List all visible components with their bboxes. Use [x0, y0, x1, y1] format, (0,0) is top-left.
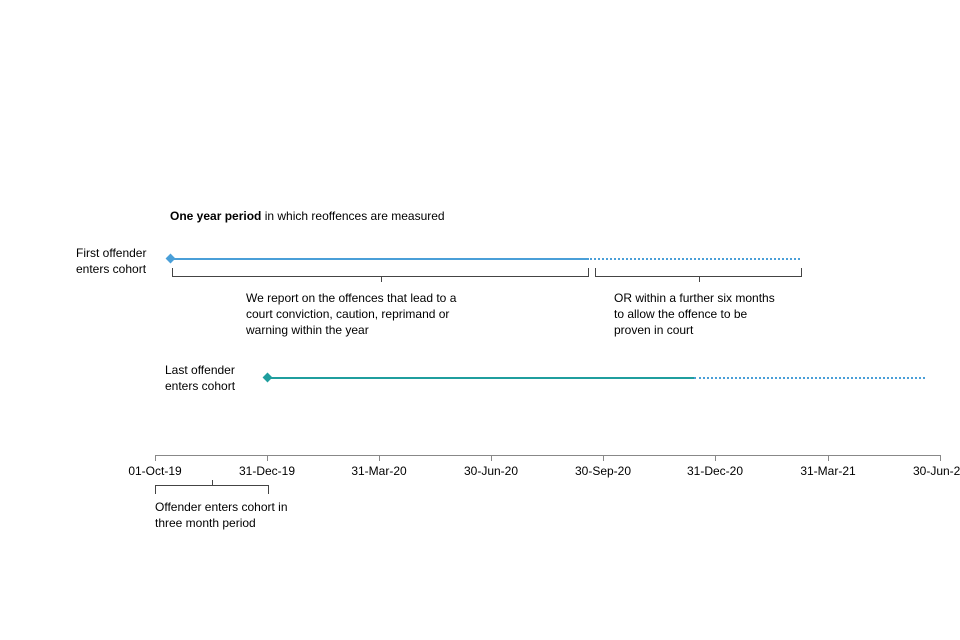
first-bar-solid	[170, 258, 587, 260]
time-axis	[155, 455, 940, 456]
cohort-footer-label: Offender enters cohort in three month pe…	[155, 499, 315, 531]
axis-label-5: 31-Dec-20	[687, 464, 743, 478]
axis-label-2: 31-Mar-20	[351, 464, 406, 478]
last-bar-dotted	[694, 377, 925, 379]
timeline-diagram: One year period in which reoffences are …	[0, 0, 960, 640]
axis-label-4: 30-Sep-20	[575, 464, 631, 478]
further-annotation: OR within a further six months to allow …	[614, 290, 784, 339]
last-offender-label: Last offender enters cohort	[165, 362, 255, 394]
bracket-report	[172, 268, 589, 277]
header-rest: in which reoffences are measured	[261, 209, 444, 223]
axis-label-1: 31-Dec-19	[239, 464, 295, 478]
bracket-cohort	[155, 485, 269, 494]
header-bold: One year period	[170, 209, 261, 223]
axis-label-6: 31-Mar-21	[800, 464, 855, 478]
header-annotation: One year period in which reoffences are …	[170, 208, 450, 224]
last-bar-solid	[267, 377, 694, 379]
report-annotation: We report on the offences that lead to a…	[246, 290, 486, 339]
axis-label-0: 01-Oct-19	[128, 464, 181, 478]
axis-label-3: 30-Jun-20	[464, 464, 518, 478]
first-bar-dotted	[587, 258, 800, 260]
first-offender-label: First offender enters cohort	[76, 245, 166, 277]
axis-label-7: 30-Jun-21	[913, 464, 960, 478]
bracket-further	[595, 268, 802, 277]
